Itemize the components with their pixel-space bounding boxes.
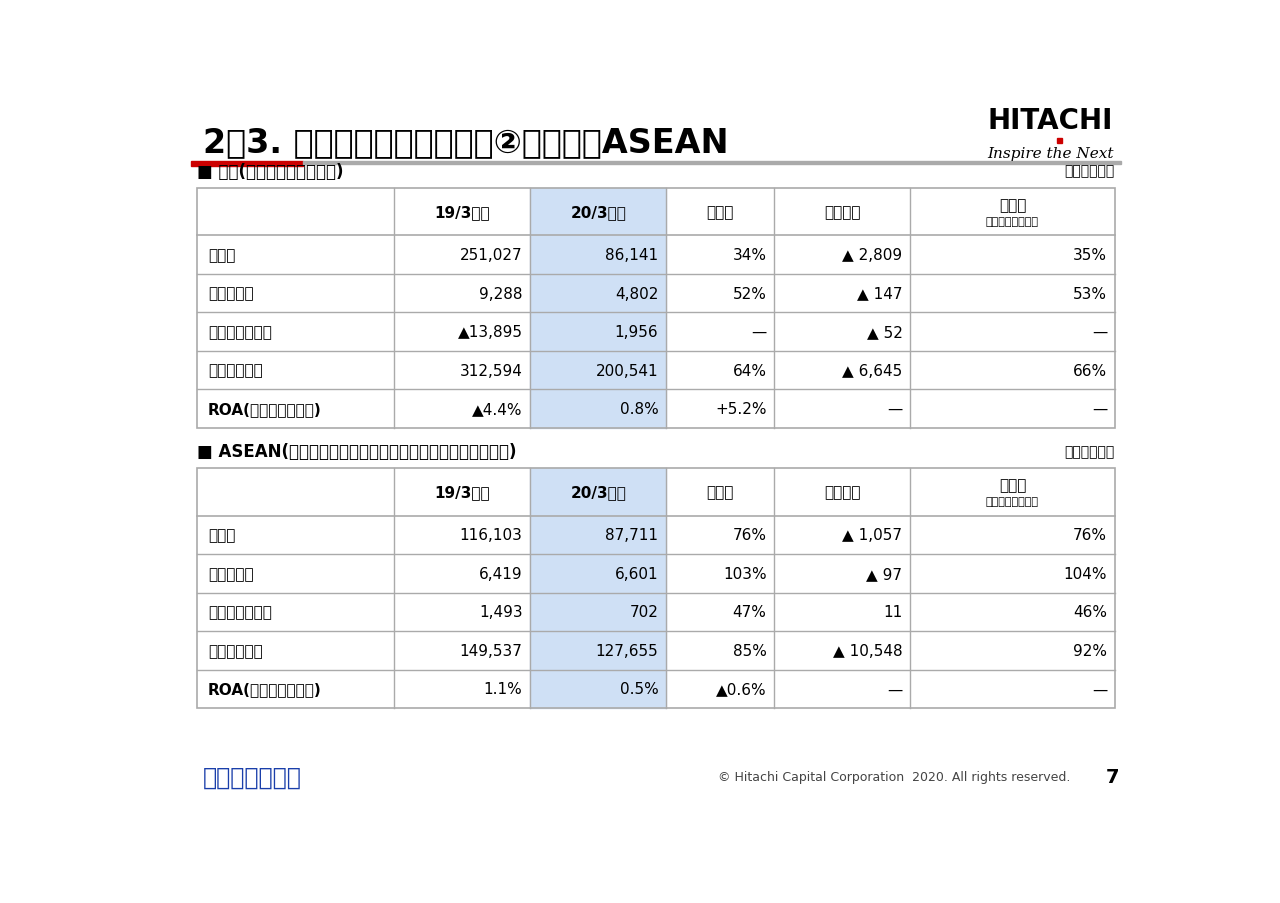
Text: —: — <box>751 325 767 340</box>
Text: —: — <box>887 402 902 416</box>
Text: 35%: 35% <box>1073 247 1107 263</box>
Text: 前年比: 前年比 <box>998 478 1027 493</box>
Text: 6,419: 6,419 <box>479 566 522 582</box>
Text: 312,594: 312,594 <box>460 363 522 378</box>
Text: 46%: 46% <box>1073 605 1107 619</box>
Text: 売上総利益: 売上総利益 <box>209 566 253 582</box>
Text: 売上総利益: 売上総利益 <box>209 286 253 302</box>
Text: ■ 中国(中国内地、香港地区): ■ 中国(中国内地、香港地区) <box>197 163 344 181</box>
Text: 47%: 47% <box>732 605 767 619</box>
Text: 4,802: 4,802 <box>614 286 658 302</box>
Text: 11: 11 <box>883 605 902 619</box>
Text: 取扱高: 取扱高 <box>209 247 236 263</box>
Text: 20/3実績: 20/3実績 <box>571 485 626 499</box>
Text: （為替影響除き）: （為替影響除き） <box>986 217 1039 227</box>
Text: 2－3. グローバル事業の内訳②：中国、ASEAN: 2－3. グローバル事業の内訳②：中国、ASEAN <box>202 126 728 159</box>
Text: 64%: 64% <box>732 363 767 378</box>
Bar <box>530 469 666 708</box>
Text: 7: 7 <box>1106 768 1119 787</box>
Text: ▲ 1,057: ▲ 1,057 <box>842 527 902 543</box>
Text: ▲0.6%: ▲0.6% <box>716 682 767 696</box>
Text: 116,103: 116,103 <box>460 527 522 543</box>
Text: 0.8%: 0.8% <box>620 402 658 416</box>
Bar <box>1057 138 1062 144</box>
Text: 1.1%: 1.1% <box>484 682 522 696</box>
Text: 127,655: 127,655 <box>595 643 658 658</box>
Text: —: — <box>887 682 902 696</box>
Text: 為替影響: 為替影響 <box>824 485 860 499</box>
Text: （為替影響除き）: （為替影響除き） <box>986 497 1039 507</box>
Text: ▲ 147: ▲ 147 <box>856 286 902 302</box>
Text: 前年比: 前年比 <box>998 198 1027 213</box>
Text: 単位：百万円: 単位：百万円 <box>1065 444 1115 459</box>
Text: 87,711: 87,711 <box>605 527 658 543</box>
Text: 1,956: 1,956 <box>614 325 658 340</box>
Text: 76%: 76% <box>1073 527 1107 543</box>
Text: 200,541: 200,541 <box>595 363 658 378</box>
Text: 52%: 52% <box>732 286 767 302</box>
Text: 149,537: 149,537 <box>460 643 522 658</box>
Text: 1,493: 1,493 <box>479 605 522 619</box>
Text: 前年比: 前年比 <box>707 485 733 499</box>
Text: —: — <box>1092 402 1107 416</box>
Text: ▲ 10,548: ▲ 10,548 <box>833 643 902 658</box>
Text: 104%: 104% <box>1064 566 1107 582</box>
Text: ▲ 97: ▲ 97 <box>867 566 902 582</box>
Text: ROA(現地通貨ベース): ROA(現地通貨ベース) <box>209 402 321 416</box>
Text: +5.2%: +5.2% <box>716 402 767 416</box>
Text: 6,601: 6,601 <box>614 566 658 582</box>
Text: 単位：百万円: 単位：百万円 <box>1065 164 1115 179</box>
Text: Inspire the Next: Inspire the Next <box>988 147 1114 161</box>
Text: 251,027: 251,027 <box>460 247 522 263</box>
Text: —: — <box>1092 682 1107 696</box>
Text: ■ ASEAN(シンガポール、タイ、マレーシア、インドネシア): ■ ASEAN(シンガポール、タイ、マレーシア、インドネシア) <box>197 442 517 461</box>
Bar <box>197 189 1115 428</box>
Text: 9,288: 9,288 <box>479 286 522 302</box>
Text: 103%: 103% <box>723 566 767 582</box>
Text: 19/3実績: 19/3実績 <box>435 485 490 499</box>
Text: ▲4.4%: ▲4.4% <box>472 402 522 416</box>
Text: ▲ 52: ▲ 52 <box>867 325 902 340</box>
Text: 0.5%: 0.5% <box>620 682 658 696</box>
Text: 日立キャピタル: 日立キャピタル <box>202 765 302 788</box>
Text: 53%: 53% <box>1073 286 1107 302</box>
Text: © Hitachi Capital Corporation  2020. All rights reserved.: © Hitachi Capital Corporation 2020. All … <box>718 770 1070 783</box>
Text: HITACHI: HITACHI <box>988 107 1114 135</box>
Bar <box>530 189 666 428</box>
Text: —: — <box>1092 325 1107 340</box>
Text: 66%: 66% <box>1073 363 1107 378</box>
Text: ▲ 6,645: ▲ 6,645 <box>842 363 902 378</box>
Text: 前年比: 前年比 <box>707 205 733 219</box>
Text: 92%: 92% <box>1073 643 1107 658</box>
Bar <box>197 469 1115 708</box>
Text: 税引前当期利益: 税引前当期利益 <box>209 325 271 340</box>
Text: 76%: 76% <box>732 527 767 543</box>
Text: 85%: 85% <box>732 643 767 658</box>
Text: 営業資産残高: 営業資産残高 <box>209 363 262 378</box>
Text: 税引前当期利益: 税引前当期利益 <box>209 605 271 619</box>
Text: ROA(現地通貨ベース): ROA(現地通貨ベース) <box>209 682 321 696</box>
Text: 営業資産残高: 営業資産残高 <box>209 643 262 658</box>
Text: 34%: 34% <box>732 247 767 263</box>
Text: ▲ 2,809: ▲ 2,809 <box>842 247 902 263</box>
Text: 86,141: 86,141 <box>605 247 658 263</box>
Bar <box>303 163 1121 165</box>
Text: ▲13,895: ▲13,895 <box>457 325 522 340</box>
Bar <box>191 162 303 167</box>
Text: 取扱高: 取扱高 <box>209 527 236 543</box>
Text: 702: 702 <box>630 605 658 619</box>
Text: 20/3実績: 20/3実績 <box>571 205 626 219</box>
Text: 為替影響: 為替影響 <box>824 205 860 219</box>
Text: 19/3実績: 19/3実績 <box>435 205 490 219</box>
